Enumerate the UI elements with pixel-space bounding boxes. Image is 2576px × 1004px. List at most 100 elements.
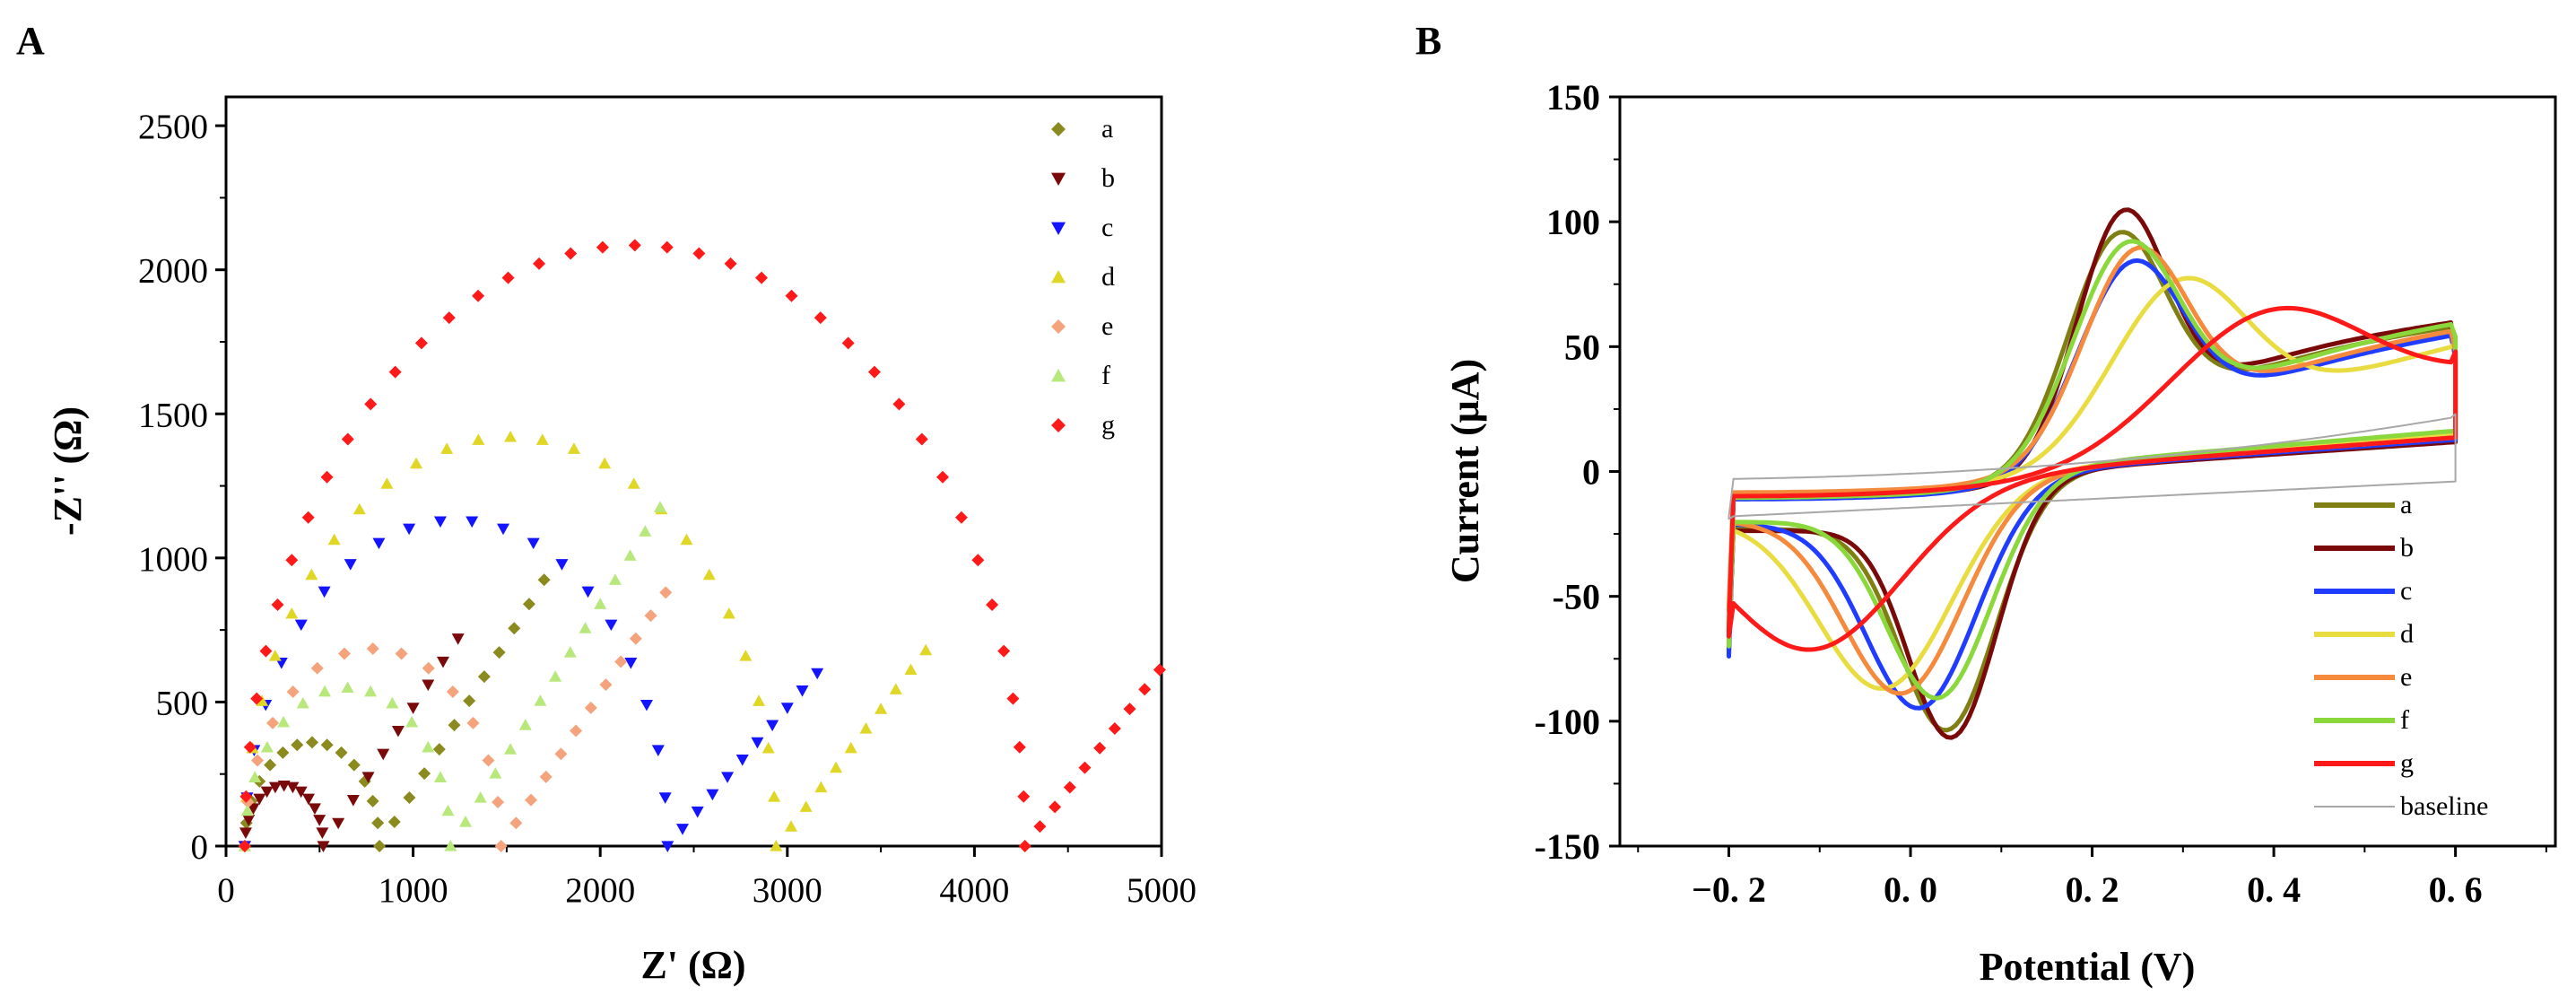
data-point bbox=[286, 685, 300, 699]
legend-item-g: g bbox=[1051, 410, 1115, 440]
legend-item-f: f bbox=[2314, 705, 2409, 735]
data-point bbox=[276, 746, 290, 759]
data-point bbox=[388, 365, 402, 379]
data-point bbox=[971, 554, 985, 567]
y-tick-label: 150 bbox=[1546, 77, 1600, 118]
y-tick-label: 1000 bbox=[138, 540, 208, 579]
data-point bbox=[904, 663, 918, 676]
data-point bbox=[448, 719, 461, 732]
data-point bbox=[539, 770, 553, 783]
data-point bbox=[508, 622, 521, 635]
data-point bbox=[422, 661, 435, 675]
data-point bbox=[433, 516, 447, 528]
y-tick-label: 0 bbox=[1582, 452, 1600, 493]
data-point bbox=[1108, 721, 1121, 735]
data-point bbox=[680, 533, 693, 546]
x-tick-label: 3000 bbox=[753, 871, 822, 910]
data-point bbox=[724, 257, 737, 270]
data-point bbox=[248, 771, 262, 782]
data-point bbox=[386, 696, 399, 709]
data-point bbox=[841, 336, 855, 350]
data-point bbox=[335, 746, 348, 759]
data-point bbox=[305, 568, 318, 581]
panel-a-ticks bbox=[215, 124, 1163, 857]
data-point bbox=[509, 816, 523, 830]
data-point bbox=[799, 800, 813, 812]
data-point bbox=[410, 457, 423, 469]
data-point bbox=[403, 523, 416, 536]
data-point bbox=[522, 598, 535, 611]
data-point bbox=[320, 470, 334, 484]
data-point bbox=[527, 537, 540, 550]
data-point bbox=[768, 790, 781, 802]
data-point bbox=[739, 650, 753, 661]
data-point bbox=[497, 523, 510, 536]
data-point bbox=[1138, 683, 1152, 696]
data-point bbox=[492, 646, 506, 659]
data-point bbox=[770, 840, 783, 851]
data-point bbox=[277, 715, 291, 728]
legend-label: e bbox=[1101, 311, 1113, 341]
legend-item-b: b bbox=[1051, 163, 1115, 193]
data-point bbox=[337, 647, 351, 660]
legend-label: b bbox=[1101, 163, 1115, 193]
data-point bbox=[549, 670, 562, 682]
data-point bbox=[1017, 790, 1031, 803]
data-point bbox=[373, 840, 387, 852]
data-point bbox=[395, 647, 408, 660]
legend-item-d: d bbox=[2314, 619, 2414, 649]
data-point bbox=[584, 701, 597, 714]
data-point bbox=[1013, 740, 1026, 754]
data-point bbox=[766, 720, 779, 732]
data-point bbox=[761, 741, 775, 754]
data-point bbox=[492, 796, 505, 809]
x-tick-label: 1000 bbox=[379, 871, 448, 910]
data-point bbox=[474, 791, 487, 803]
data-point bbox=[605, 619, 618, 632]
data-point bbox=[253, 793, 266, 806]
panel-b-x-axis-title: Potential (V) bbox=[1980, 945, 2196, 989]
panel-b-label: B bbox=[1415, 19, 1441, 63]
data-point bbox=[892, 397, 906, 411]
panel-a-y-axis-title: -Z'' (Ω) bbox=[46, 406, 90, 536]
data-point bbox=[414, 336, 428, 350]
x-tick-label: 2000 bbox=[565, 871, 635, 910]
legend-marker bbox=[1051, 319, 1066, 334]
data-point bbox=[533, 257, 546, 270]
data-point bbox=[518, 719, 532, 730]
legend-label: a bbox=[2400, 490, 2412, 519]
data-point bbox=[422, 679, 435, 692]
legend-item-a: a bbox=[2314, 490, 2412, 519]
data-point bbox=[755, 271, 769, 284]
y-tick-label: 0 bbox=[191, 828, 209, 867]
data-point bbox=[594, 598, 607, 609]
panel-b-y-axis-title: Current (μA) bbox=[1443, 359, 1487, 583]
data-point bbox=[441, 804, 455, 816]
data-point bbox=[305, 736, 318, 749]
data-point bbox=[596, 240, 609, 254]
data-point bbox=[451, 633, 465, 645]
legend-label: b bbox=[2400, 533, 2414, 563]
data-point bbox=[830, 761, 843, 773]
legend-label: c bbox=[1101, 213, 1113, 242]
data-point bbox=[317, 841, 330, 852]
data-point bbox=[501, 271, 515, 284]
data-point bbox=[466, 716, 480, 729]
data-point bbox=[406, 703, 420, 714]
data-point bbox=[784, 820, 797, 832]
legend-label: g bbox=[2400, 748, 2414, 778]
data-point bbox=[332, 817, 345, 830]
legend-item-baseline: baseline bbox=[2314, 791, 2488, 821]
data-point bbox=[785, 289, 798, 302]
data-point bbox=[271, 598, 284, 612]
data-point bbox=[986, 598, 999, 612]
y-tick-label: 2000 bbox=[138, 252, 208, 291]
data-point bbox=[915, 432, 928, 446]
legend-item-e: e bbox=[1051, 311, 1113, 341]
data-point bbox=[814, 781, 828, 793]
legend-marker bbox=[1051, 172, 1066, 186]
data-point bbox=[534, 694, 547, 706]
series-f bbox=[238, 501, 666, 851]
data-point bbox=[563, 646, 577, 658]
